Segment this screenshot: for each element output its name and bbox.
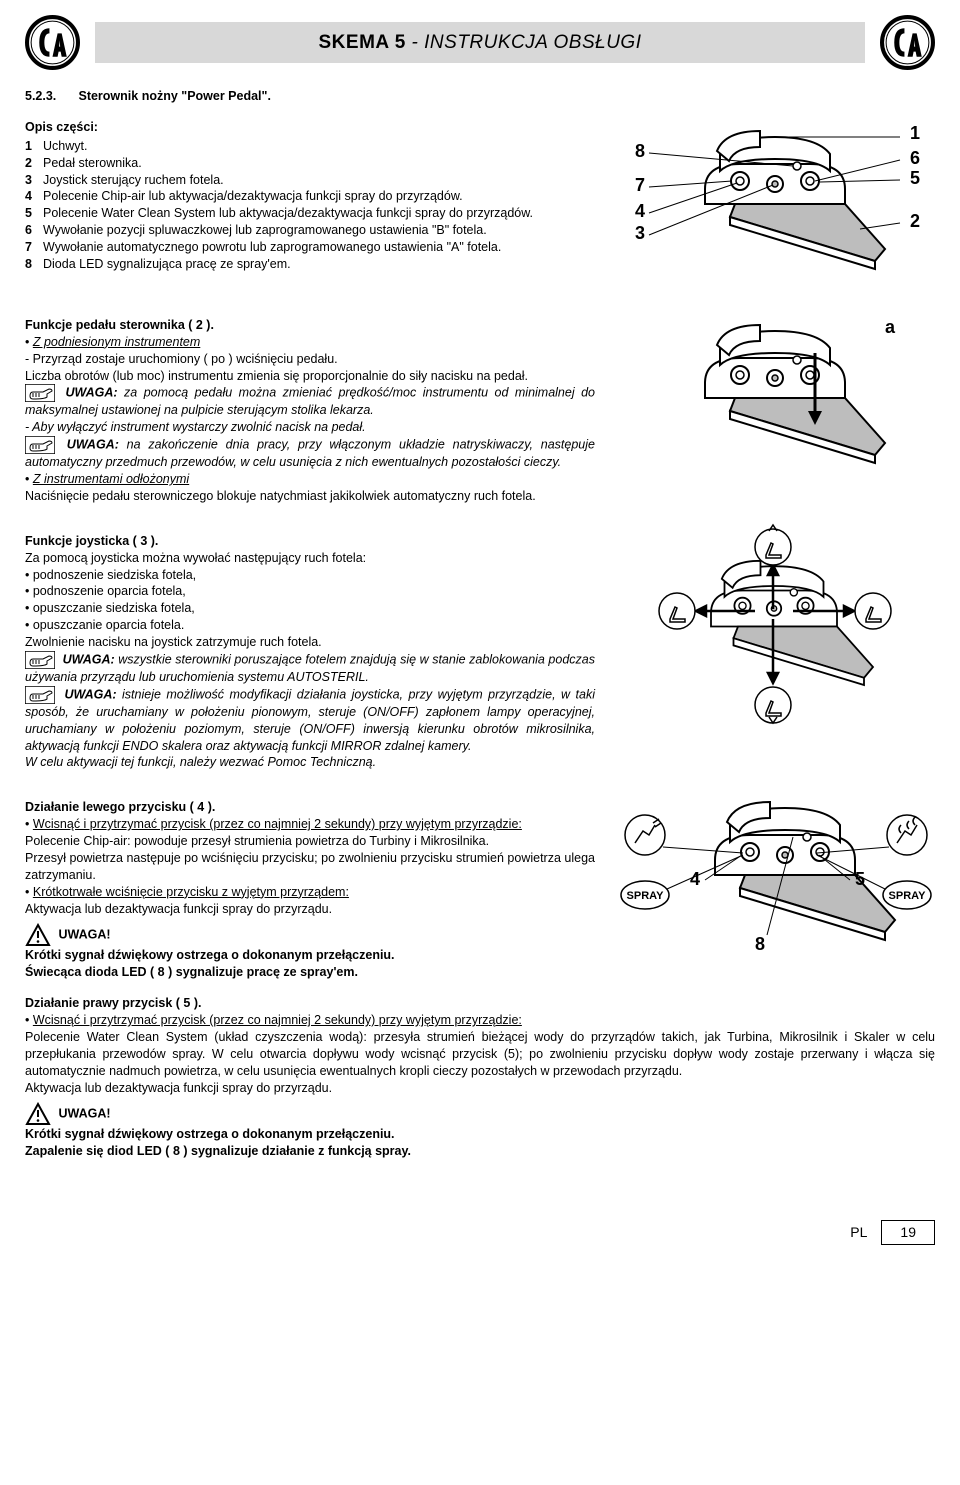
parts-num: 7 <box>25 239 43 256</box>
left4-uwaga: UWAGA! <box>25 923 595 947</box>
hand-icon <box>25 384 55 402</box>
func3-bullet: • podnoszenie siedziska fotela, <box>25 567 595 584</box>
parts-num: 3 <box>25 172 43 189</box>
left4-r1: • Wcisnąć i przytrzymać przycisk (przez … <box>25 816 595 833</box>
parts-text: Polecenie Chip-air lub aktywacja/dezakty… <box>43 188 595 205</box>
func2-r1: • Z podniesionym instrumentem <box>25 334 595 351</box>
spray-right: SPRAY <box>889 890 927 902</box>
page-footer: PL 19 <box>25 1220 935 1245</box>
hand-icon <box>25 686 55 704</box>
right5-u1: Krótki sygnał dźwiękowy ostrzega o dokon… <box>25 1126 935 1143</box>
parts-row: 2Pedał sterownika. <box>25 155 595 172</box>
func3-after: Zwolnienie nacisku na joystick zatrzymuj… <box>25 634 595 651</box>
parts-text: Dioda LED sygnalizująca pracę ze spray'e… <box>43 256 595 273</box>
callout-7: 7 <box>635 175 645 195</box>
product-name: SKEMA 5 <box>319 32 406 53</box>
parts-list: 1Uchwyt.2Pedał sterownika.3Joystick ster… <box>25 138 595 273</box>
callout-2: 2 <box>910 211 920 231</box>
parts-text: Uchwyt. <box>43 138 595 155</box>
parts-heading: Opis części: <box>25 119 595 136</box>
hand-icon <box>25 436 55 454</box>
right5-u2: Zapalenie się diod LED ( 8 ) sygnalizuje… <box>25 1143 935 1160</box>
header-separator: - <box>412 32 419 53</box>
callout-5b: 5 <box>855 869 865 889</box>
func3-u1: UWAGA: wszystkie sterowniki poruszające … <box>25 651 595 686</box>
func3-bullet: • opuszczanie siedziska fotela, <box>25 600 595 617</box>
diagram-parts: 1 6 5 2 8 7 4 3 <box>615 119 935 289</box>
parts-num: 6 <box>25 222 43 239</box>
callout-3: 3 <box>635 223 645 243</box>
func3-heading: Funkcje joysticka ( 3 ). <box>25 533 595 550</box>
header-title-bar: SKEMA 5 - INSTRUKCJA OBSŁUGI <box>95 22 865 64</box>
warning-icon <box>25 923 51 947</box>
func3-u2-after: W celu aktywacji tej funkcji, należy wez… <box>25 754 595 771</box>
parts-row: 3Joystick sterujący ruchem fotela. <box>25 172 595 189</box>
callout-4: 4 <box>635 201 645 221</box>
section-number: 5.2.3. <box>25 88 75 105</box>
callout-4b: 4 <box>690 869 700 889</box>
footer-lang: PL <box>850 1223 867 1242</box>
parts-row: 1Uchwyt. <box>25 138 595 155</box>
right5-r1: • Wcisnąć i przytrzymać przycisk (przez … <box>25 1012 935 1029</box>
right5-heading: Działanie prawy przycisk ( 5 ). <box>25 995 935 1012</box>
func2-r3: Liczba obrotów (lub moc) instrumentu zmi… <box>25 368 595 385</box>
parts-num: 5 <box>25 205 43 222</box>
parts-text: Wywołanie pozycji spluwaczkowej lub zapr… <box>43 222 595 239</box>
parts-text: Joystick sterujący ruchem fotela. <box>43 172 595 189</box>
right5-r2: Polecenie Water Clean System (układ czys… <box>25 1029 935 1080</box>
brand-logo-right <box>880 15 935 70</box>
func3-u2: UWAGA: istnieje możliwość modyfikacji dz… <box>25 686 595 755</box>
func3-intro: Za pomocą joysticka można wywołać następ… <box>25 550 595 567</box>
parts-row: 7Wywołanie automatycznego powrotu lub za… <box>25 239 595 256</box>
parts-row: 5Polecenie Water Clean System lub aktywa… <box>25 205 595 222</box>
callout-5: 5 <box>910 168 920 188</box>
hand-icon <box>25 651 55 669</box>
warning-icon <box>25 1102 51 1126</box>
parts-row: 4Polecenie Chip-air lub aktywacja/dezakt… <box>25 188 595 205</box>
func2-r2: - Przyrząd zostaje uruchomiony ( po ) wc… <box>25 351 595 368</box>
func2-r5: • Z instrumentami odłożonymi <box>25 471 595 488</box>
func2-r6: Naciśnięcie pedału sterowniczego blokuje… <box>25 488 595 505</box>
parts-text: Wywołanie automatycznego powrotu lub zap… <box>43 239 595 256</box>
func3-bullets: • podnoszenie siedziska fotela,• podnosz… <box>25 567 595 635</box>
func2-u1: UWAGA: za pomocą pedału można zmieniać p… <box>25 384 595 419</box>
left4-heading: Działanie lewego przycisku ( 4 ). <box>25 799 595 816</box>
func2-u2: UWAGA: na zakończenie dnia pracy, przy w… <box>25 436 595 471</box>
parts-row: 6Wywołanie pozycji spluwaczkowej lub zap… <box>25 222 595 239</box>
right5-uwaga: UWAGA! <box>25 1102 935 1126</box>
right5-r3: Aktywacja lub dezaktywacja funkcji spray… <box>25 1080 935 1097</box>
parts-num: 2 <box>25 155 43 172</box>
section-header: 5.2.3. Sterownik nożny "Power Pedal". <box>25 88 935 105</box>
callout-8: 8 <box>635 141 645 161</box>
left4-r3: Przesył powietrza następuje po wciśnięci… <box>25 850 595 884</box>
func3-bullet: • podnoszenie oparcia fotela, <box>25 583 595 600</box>
brand-logo-left <box>25 15 80 70</box>
callout-8b: 8 <box>755 934 765 954</box>
parts-text: Pedał sterownika. <box>43 155 595 172</box>
func2-heading: Funkcje pedału sterownika ( 2 ). <box>25 317 595 334</box>
parts-num: 8 <box>25 256 43 273</box>
footer-page: 19 <box>881 1220 935 1245</box>
callout-6: 6 <box>910 148 920 168</box>
diagram-joystick <box>615 519 935 739</box>
left4-u1: Krótki sygnał dźwiękowy ostrzega o dokon… <box>25 947 595 964</box>
left4-r5: Aktywacja lub dezaktywacja funkcji spray… <box>25 901 595 918</box>
callout-1: 1 <box>910 123 920 143</box>
parts-row: 8Dioda LED sygnalizująca pracę ze spray'… <box>25 256 595 273</box>
diagram-buttons: SPRAY SPRAY 4 5 8 <box>615 785 935 965</box>
func3-bullet: • opuszczanie oparcia fotela. <box>25 617 595 634</box>
func2-r4: - Aby wyłączyć instrument wystarczy zwol… <box>25 419 595 436</box>
spray-left: SPRAY <box>627 890 665 902</box>
page-header: SKEMA 5 - INSTRUKCJA OBSŁUGI <box>25 15 935 70</box>
left4-r2: Polecenie Chip-air: powoduje przesył str… <box>25 833 595 850</box>
header-subtitle: INSTRUKCJA OBSŁUGI <box>424 32 641 53</box>
parts-text: Polecenie Water Clean System lub aktywac… <box>43 205 595 222</box>
label-a: a <box>885 317 896 337</box>
diagram-pedal-press: a <box>615 303 935 503</box>
left4-r4: • Krótkotrwałe wciśnięcie przycisku z wy… <box>25 884 595 901</box>
parts-num: 1 <box>25 138 43 155</box>
parts-num: 4 <box>25 188 43 205</box>
section-title: Sterownik nożny "Power Pedal". <box>78 89 270 103</box>
left4-u2: Świecąca dioda LED ( 8 ) sygnalizuje pra… <box>25 964 595 981</box>
